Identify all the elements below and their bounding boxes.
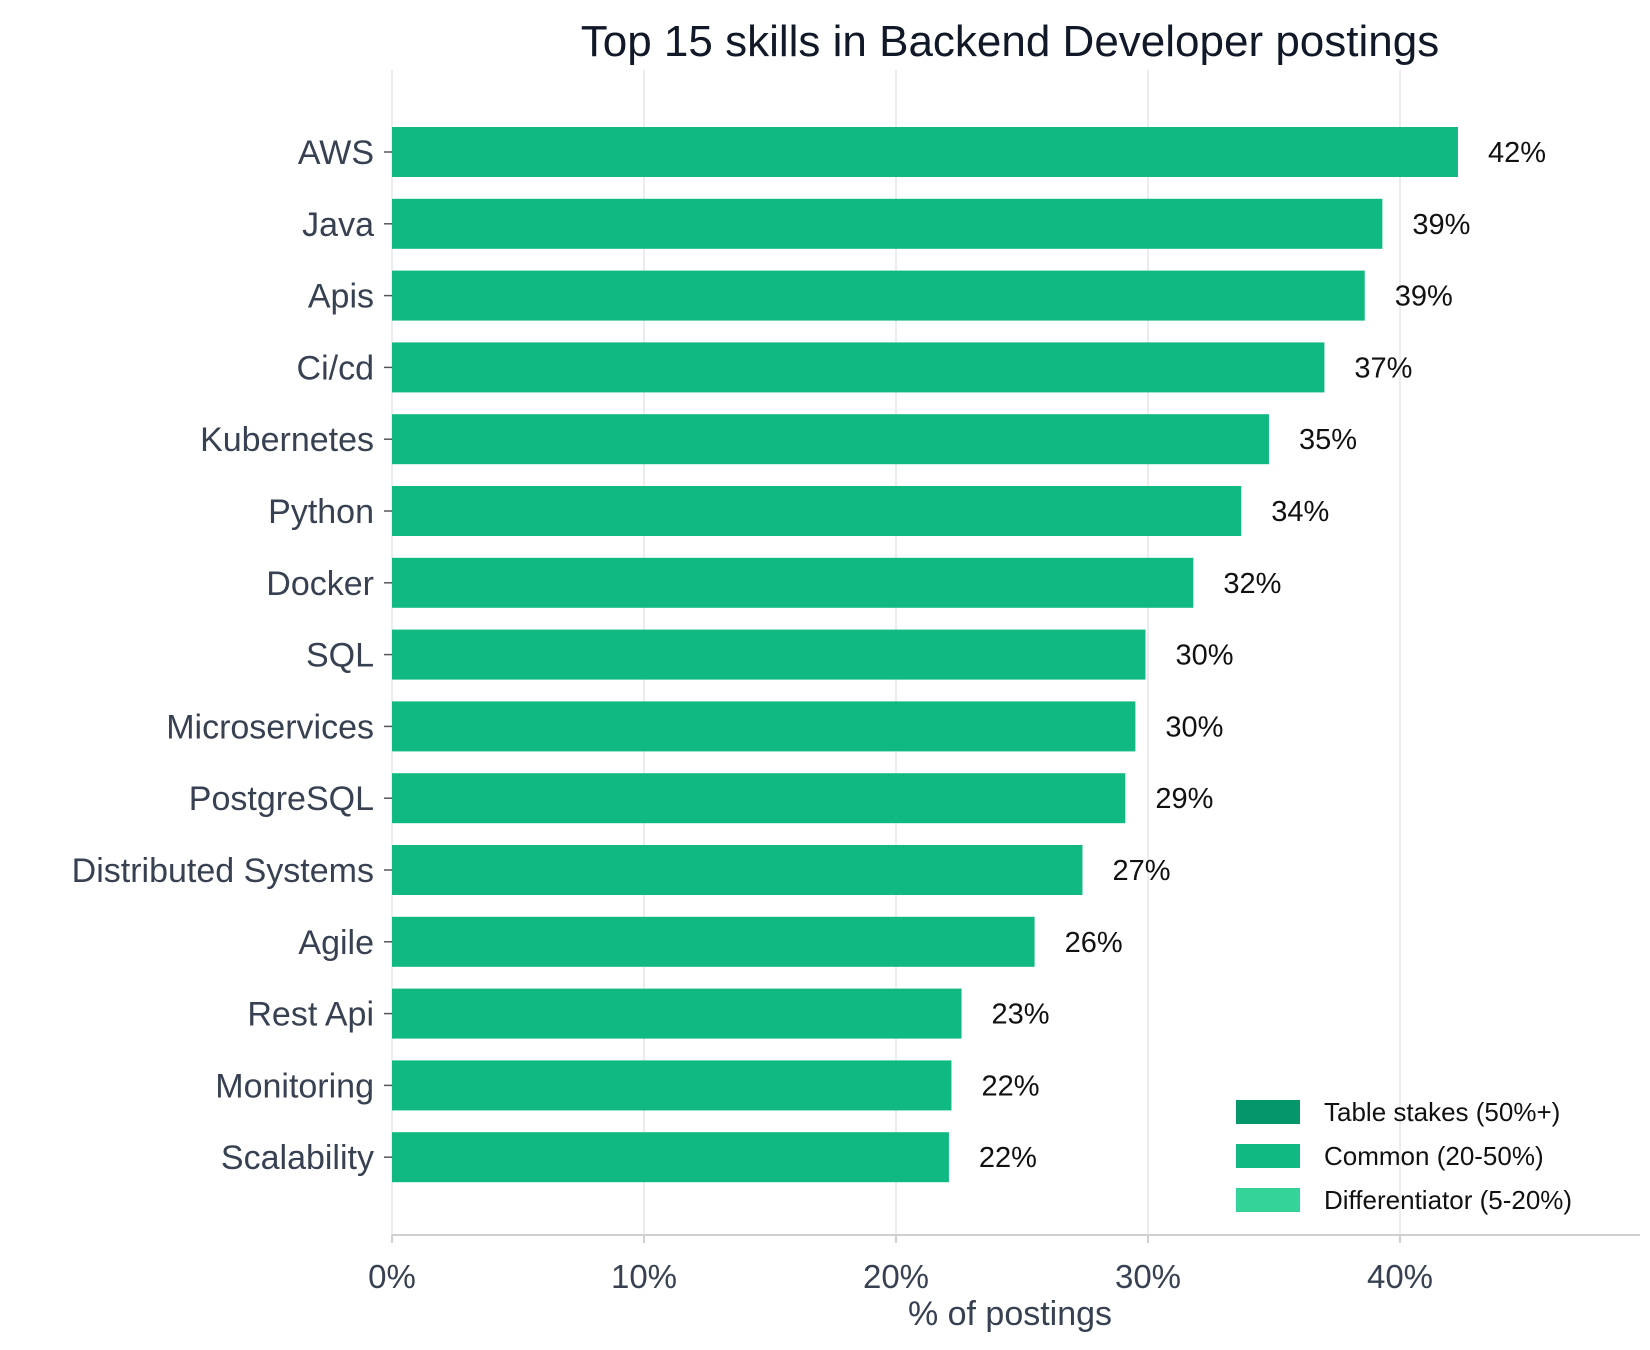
x-tick-label-4: 40% [1367,1258,1433,1295]
value-label-3: 37% [1354,352,1412,384]
value-label-10: 27% [1112,855,1170,887]
category-label-13: Monitoring [215,1067,374,1105]
value-label-0: 42% [1488,137,1546,169]
value-label-1: 39% [1412,209,1470,241]
category-label-8: Microservices [166,708,374,746]
bar-10 [392,845,1083,895]
value-label-7: 30% [1175,640,1233,672]
value-label-2: 39% [1395,281,1453,313]
value-label-5: 34% [1271,496,1329,528]
value-label-6: 32% [1223,568,1281,600]
x-axis-label: % of postings [908,1295,1112,1333]
bar-13 [392,1060,952,1111]
value-label-8: 30% [1165,711,1223,743]
legend-swatch-0 [1236,1100,1300,1124]
value-label-13: 22% [981,1070,1039,1102]
bar-3 [392,342,1325,393]
bar-0 [392,127,1458,177]
bar-14 [392,1132,949,1183]
category-label-0: AWS [298,134,374,172]
category-label-5: Python [268,493,374,531]
category-label-3: Ci/cd [297,349,374,387]
legend-label-1: Common (20-50%) [1324,1141,1544,1171]
bar-9 [392,773,1126,824]
bar-8 [392,701,1136,752]
legend-label-2: Differentiator (5-20%) [1324,1185,1572,1215]
value-label-9: 29% [1155,783,1213,815]
x-tick-label-3: 30% [1115,1258,1181,1295]
value-label-4: 35% [1299,424,1357,456]
bar-1 [392,198,1383,249]
category-label-6: Docker [266,565,374,603]
category-label-11: Agile [298,924,374,962]
x-axis: 0% 10% 20% 30% 40% [368,1234,1640,1295]
bar-5 [392,486,1242,536]
bar-11 [392,916,1035,967]
bar-2 [392,270,1365,321]
legend-swatch-2 [1236,1188,1300,1212]
legend-swatch-1 [1236,1144,1300,1168]
bar-6 [392,557,1194,608]
bar-7 [392,629,1146,680]
value-labels: 42% 39% 39% 37% 35% 34% 32% 30% 30% 29% 27% 26% 23% 2… [979,137,1546,1174]
value-label-14: 22% [979,1142,1037,1174]
legend-label-0: Table stakes (50%+) [1324,1097,1560,1127]
chart-title: Top 15 skills in Backend Developer posti… [581,17,1439,66]
bars [392,127,1458,1183]
x-tick-label-2: 20% [863,1258,929,1295]
x-tick-label-0: 0% [368,1258,416,1295]
category-labels: AWS Java Apis Ci/cd Kubernetes Python Docker SQ… [72,134,392,1177]
bar-12 [392,988,962,1039]
legend: Table stakes (50%+) Common (20-50%) Differ… [1236,1097,1572,1215]
category-label-9: PostgreSQL [189,780,374,818]
value-label-12: 23% [992,999,1050,1031]
category-label-7: SQL [306,637,374,675]
category-label-2: Apis [308,278,374,316]
value-label-11: 26% [1065,927,1123,959]
category-label-12: Rest Api [247,996,374,1034]
category-label-14: Scalability [221,1139,374,1177]
x-tick-label-1: 10% [611,1258,677,1295]
category-label-10: Distributed Systems [72,852,374,890]
category-label-1: Java [302,206,374,244]
category-label-4: Kubernetes [200,421,374,459]
bar-4 [392,414,1269,465]
